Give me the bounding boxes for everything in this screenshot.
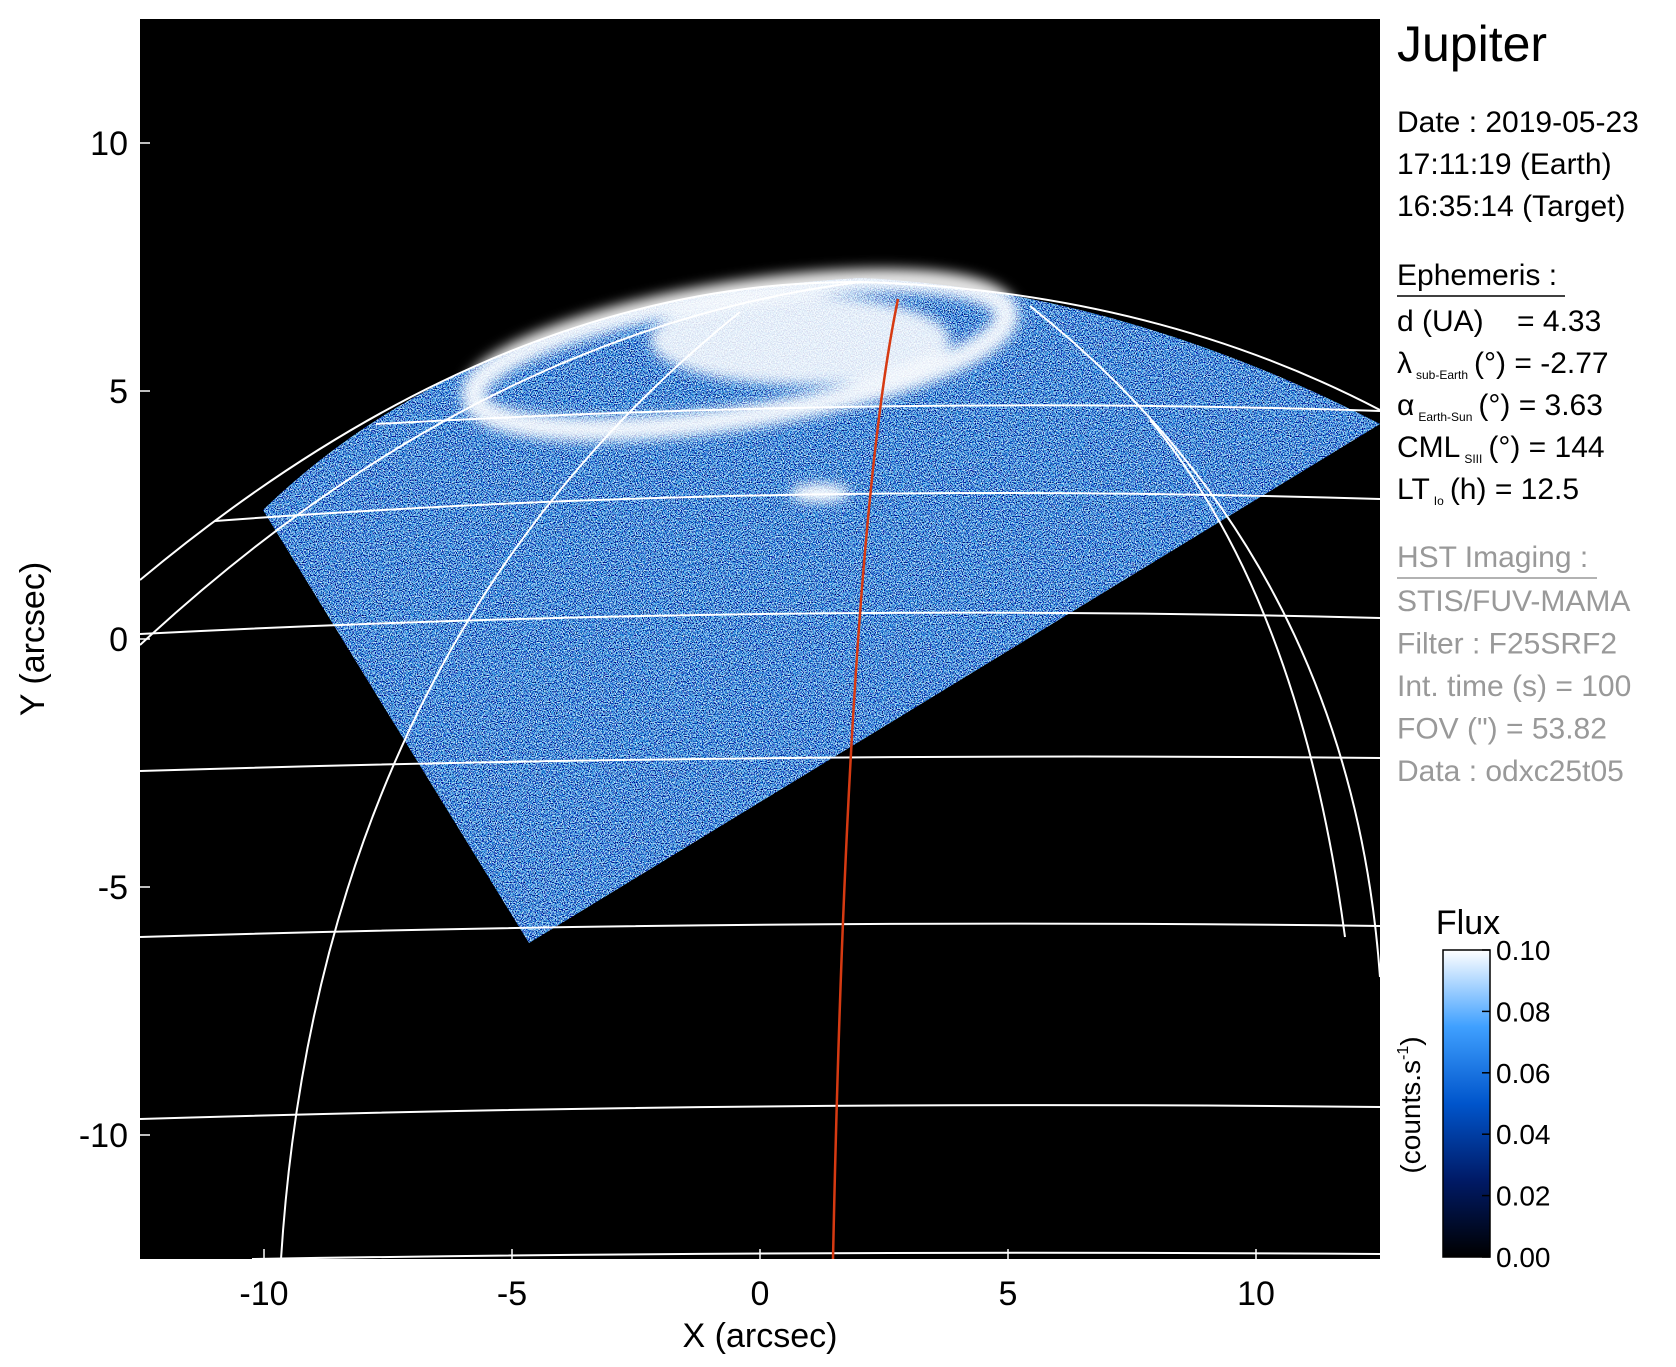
rest: (°) = 144: [1488, 431, 1604, 464]
colorbar-tick-label: 0.08: [1496, 996, 1551, 1027]
ephemeris-line: CML SIII (°) = 144: [1397, 431, 1605, 466]
colorbar-tick-label: 0.06: [1496, 1058, 1551, 1089]
label-end: ): [1395, 1036, 1426, 1045]
central-meridian: [831, 298, 900, 1259]
ephemeris-line: α Earth-Sun (°) = 3.63: [1397, 389, 1603, 424]
symbol: d (UA): [1397, 305, 1484, 338]
hst-line: Data : odxc25t05: [1397, 755, 1624, 788]
symbol: λ: [1397, 347, 1412, 380]
x-axis-label: X (arcsec): [683, 1317, 838, 1355]
y-tick-label: -5: [98, 869, 128, 907]
hst-line: FOV (") = 53.82: [1397, 713, 1607, 746]
hst-line: Filter : F25SRF2: [1397, 628, 1617, 661]
x-tick-label: 10: [1237, 1275, 1275, 1313]
colorbar-tick-label: 0.04: [1496, 1119, 1551, 1150]
symbol: LT: [1397, 473, 1430, 506]
label: (counts.s: [1395, 1060, 1426, 1174]
rest: (h) = 12.5: [1450, 473, 1579, 506]
symbol: α: [1397, 389, 1414, 422]
colorbar-tick-label: 0.10: [1496, 935, 1551, 966]
colorbar: [1442, 949, 1491, 1258]
subscript: SIII: [1464, 452, 1482, 466]
planet-grid: [140, 280, 1380, 1259]
x-tick-label: 0: [751, 1275, 770, 1313]
hst-line: STIS/FUV-MAMA: [1397, 585, 1630, 618]
symbol: CML: [1397, 431, 1460, 464]
date-line: 17:11:19 (Earth): [1397, 148, 1612, 181]
colorbar-title: Flux: [1436, 904, 1500, 942]
rest: = 4.33: [1484, 305, 1602, 338]
y-axis-label: Y (arcsec): [14, 562, 52, 716]
y-tick-label: 5: [109, 373, 128, 411]
rest: (°) = 3.63: [1478, 389, 1603, 422]
subscript: Io: [1434, 494, 1444, 508]
hst-line: Int. time (s) = 100: [1397, 670, 1631, 703]
colorbar-tick-label: 0.02: [1496, 1181, 1551, 1212]
date-line: Date : 2019-05-23: [1397, 106, 1639, 139]
x-tick-label: -10: [239, 1275, 288, 1313]
label-sup: -1: [1395, 1046, 1412, 1060]
x-tick-label: -5: [497, 1275, 527, 1313]
y-tick-label: 0: [109, 621, 128, 659]
ephemeris-heading: Ephemeris :: [1397, 259, 1557, 292]
ephemeris-line: LT Io (h) = 12.5: [1397, 473, 1579, 508]
x-tick-label: 5: [999, 1275, 1018, 1313]
date-line: 16:35:14 (Target): [1397, 190, 1625, 223]
colorbar-label: (counts.s-1): [1395, 1036, 1426, 1173]
planet-title: Jupiter: [1397, 16, 1547, 72]
hst-heading: HST Imaging :: [1397, 541, 1588, 574]
ephemeris-line: d (UA) = 4.33: [1397, 305, 1601, 338]
y-tick-label: -10: [79, 1117, 128, 1155]
y-tick-label: 10: [90, 125, 128, 163]
ephemeris-line: λ sub-Earth (°) = -2.77: [1397, 347, 1609, 382]
subscript: sub-Earth: [1416, 368, 1468, 382]
colorbar-tick-label: 0.00: [1496, 1242, 1551, 1273]
rest: (°) = -2.77: [1474, 347, 1609, 380]
subscript: Earth-Sun: [1418, 410, 1472, 424]
